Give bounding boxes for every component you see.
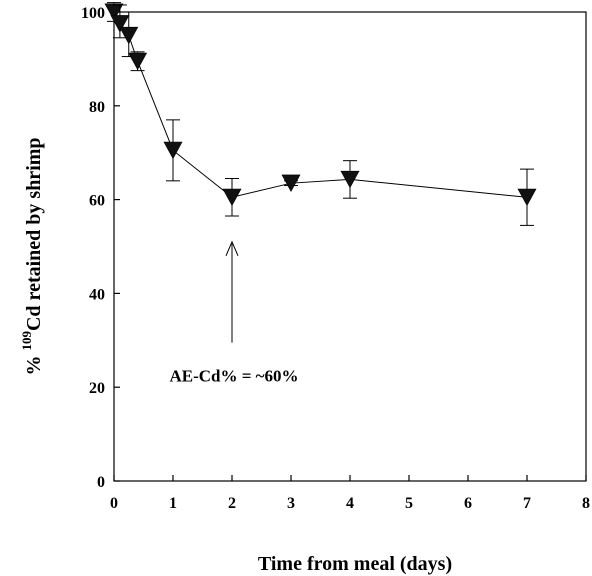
data-point-marker (163, 141, 183, 160)
y-tick-label: 40 (89, 286, 105, 303)
x-tick-label: 3 (287, 495, 295, 512)
y-tick-label: 80 (89, 99, 105, 116)
data-point-marker (281, 174, 301, 193)
y-tick-label: 100 (81, 5, 105, 22)
y-axis-label-prefix: % (23, 351, 45, 376)
annotation-arrow-head (225, 240, 239, 257)
data-point-marker (222, 188, 242, 207)
series-line (113, 11, 528, 198)
x-tick-label: 1 (169, 495, 177, 512)
data-point-marker (340, 170, 360, 189)
annotation-group: AE-Cd% = ~60% (169, 240, 299, 385)
y-tick-label: 0 (97, 474, 105, 491)
y-tick-label: 20 (89, 380, 105, 397)
x-tick-label: 8 (582, 495, 590, 512)
y-axis-label-superscript: 109 (19, 331, 34, 351)
x-tick-label: 0 (110, 495, 118, 512)
data-series (104, 2, 537, 226)
x-tick-label: 6 (464, 495, 472, 512)
annotation-text: AE-Cd% = ~60% (169, 366, 298, 385)
data-point-marker (128, 52, 148, 71)
data-point-marker (110, 15, 130, 33)
y-axis-label-suffix: Cd retained by shrimp (23, 137, 45, 331)
x-tick-label: 2 (228, 495, 236, 512)
x-tick-label: 5 (405, 495, 413, 512)
data-point-marker (119, 26, 139, 45)
data-point-marker (104, 3, 124, 21)
y-axis-label: % 109Cd retained by shrimp (19, 137, 45, 375)
y-tick-label: 60 (89, 193, 105, 210)
plot-area (113, 11, 587, 482)
x-tick-label: 7 (523, 495, 531, 512)
x-tick-label: 4 (346, 495, 354, 512)
data-point-marker (517, 188, 537, 207)
plot-frame (113, 11, 587, 482)
x-axis-label: Time from meal (days) (258, 553, 452, 575)
